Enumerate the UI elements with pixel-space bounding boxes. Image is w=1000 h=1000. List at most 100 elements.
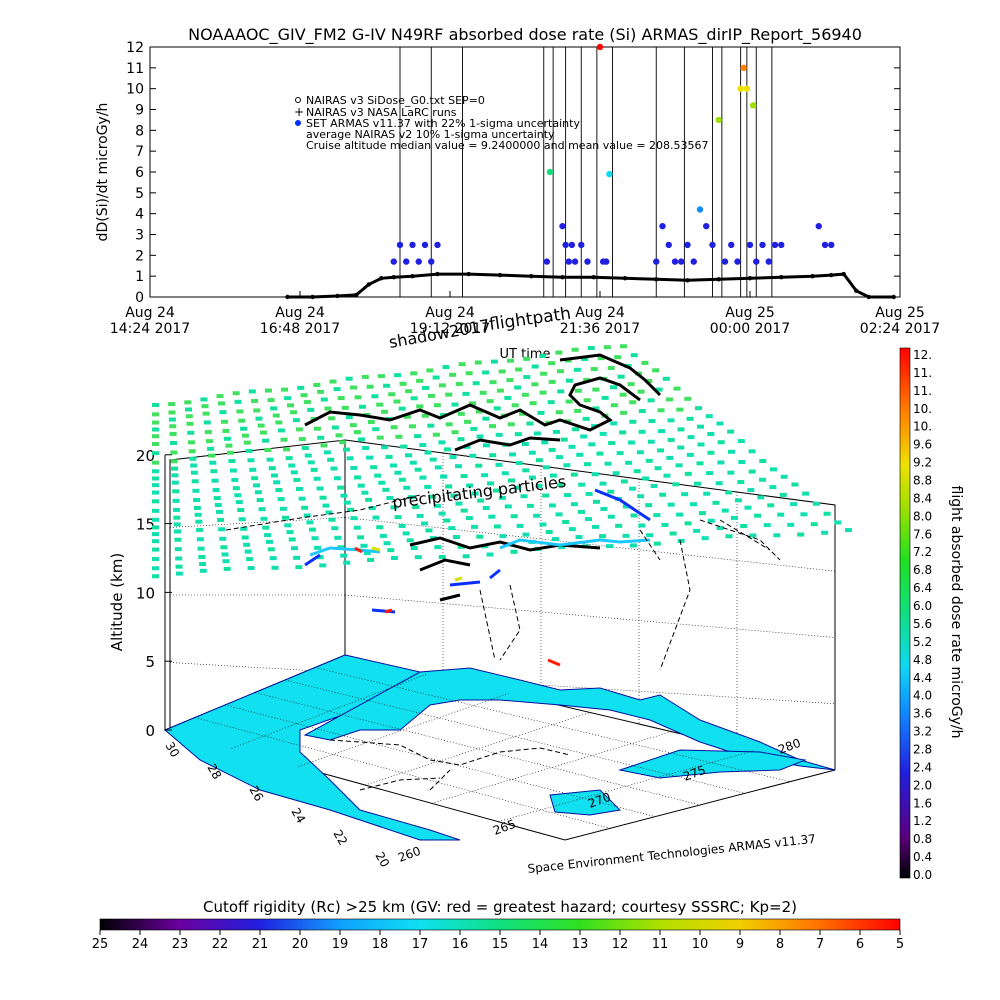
armas-point: [715, 116, 722, 124]
armas-point: [771, 241, 779, 249]
hispaniola-island: [549, 789, 622, 816]
rc-colorbar-label: Cutoff rigidity (Rc) >25 km (GV: red = g…: [203, 898, 797, 916]
floor-gridline: [194, 717, 611, 829]
latitude-ticks: 30 28 26 24 22 20: [162, 740, 392, 870]
latitude-tick-label: 26: [246, 784, 266, 804]
x-tick-time: 21:36 2017: [560, 321, 640, 337]
dose-tick-label: 2.4: [913, 760, 932, 774]
rc-tick-label: 20: [292, 937, 309, 952]
cuba-island: [618, 749, 807, 779]
armas-point: [562, 241, 569, 249]
dose-colorbar-ticks: 12. 11. 11. 10. 10. 9.6 9.2 8.8 8.4 8.0 7.6 7.2 6.8 6…: [913, 348, 932, 882]
x-tick-day: Aug 25: [725, 305, 775, 321]
flight-track-red: [354, 546, 561, 667]
wall-gridline: [344, 439, 836, 506]
nairas-series: [285, 271, 896, 300]
armas-point: [421, 241, 429, 249]
legend-marker-dot: [295, 120, 301, 126]
dose-tick-label: 0.0: [913, 868, 932, 882]
legend-marker-diamond: [295, 97, 301, 103]
rc-tick-label: 21: [252, 937, 269, 952]
nairas-point: [841, 271, 846, 277]
nairas-point: [335, 293, 340, 299]
legend-marker-plus: +: [294, 105, 304, 119]
dose-tick-label: 0.4: [913, 850, 932, 864]
longitude-tick-label: 260: [396, 844, 422, 865]
armas-point: [571, 258, 579, 265]
dose-tick-label: 2.8: [913, 742, 932, 756]
rc-tick-label: 18: [372, 937, 389, 952]
flight-track-yellow: [371, 546, 463, 582]
rc-tick-label: 11: [652, 937, 669, 952]
armas-series: [390, 43, 835, 265]
dose-tick-label: 7.6: [913, 527, 932, 541]
rc-tick-label: 22: [212, 937, 229, 952]
armas-point: [703, 222, 710, 230]
flight-track-colored: [304, 488, 651, 614]
armas-point: [765, 258, 772, 265]
dose-tick-label: 4.8: [913, 653, 932, 667]
armas-point: [709, 241, 716, 249]
armas-point: [690, 258, 697, 265]
x-tick-time: 19:12 2017: [410, 321, 490, 337]
dose-tick-label: 1.6: [913, 796, 932, 810]
flight-3d-map: 0 5 10 15 20 Altitude (km) 30 28 26 24 22 20 260 2…: [108, 304, 852, 876]
nairas-point: [747, 276, 753, 281]
y-tick-label: 2: [135, 248, 144, 264]
armas-point: [740, 64, 747, 72]
dose-tick-label: 8.8: [913, 474, 932, 488]
floor-gridline: [314, 667, 791, 782]
armas-point: [684, 241, 691, 249]
nairas-point: [466, 271, 471, 277]
legend-item: SET ARMAS v11.37 with 22% 1-sigma uncert…: [306, 117, 580, 130]
legend-item: Cruise altitude median value = 9.2400000…: [306, 139, 709, 152]
rc-tick-label: 16: [452, 937, 469, 952]
rc-tick-label: 9: [736, 937, 744, 952]
cutoff-rigidity-colorbar: Cutoff rigidity (Rc) >25 km (GV: red = g…: [92, 898, 904, 952]
legend: NAIRAS v3 SiDose_G0.txt SEP=0 + NAIRAS v…: [294, 94, 709, 152]
y-tick-label: 9: [135, 103, 144, 119]
dose-colorbar-strip: [899, 347, 911, 879]
armas-point: [828, 241, 835, 249]
nairas-point: [654, 277, 659, 282]
wall-gridline: [169, 662, 346, 673]
nairas-point: [435, 271, 440, 277]
y-tick-label: 7: [135, 144, 144, 160]
nairas-point: [529, 273, 534, 279]
descent-dashed-lines: [225, 494, 781, 671]
floor-gridline: [364, 712, 591, 786]
altitude-axis-label: Altitude (km): [108, 553, 126, 651]
y-tick-label: 0: [135, 290, 144, 306]
floor-gridline: [284, 679, 746, 794]
armas-point: [396, 241, 404, 249]
dose-tick-label: 4.4: [913, 671, 932, 685]
altitude-tick-label: 5: [145, 653, 155, 671]
flight-track-cyan: [309, 538, 651, 557]
nairas-point: [716, 277, 721, 282]
x-tick-day: Aug 25: [875, 305, 925, 321]
y-tick-label: 6: [135, 165, 144, 181]
flightpath-shadow-upper: [304, 353, 662, 452]
rc-tick-label: 7: [816, 937, 824, 952]
floor-gridlines: [194, 667, 791, 829]
rc-colorbar-ticks: 25 24 23 22 21 20 19 18 17 16 15 14 13 12 11 10 9 8 7 6 5: [92, 930, 904, 952]
armas-point: [409, 241, 416, 249]
rc-tick-label: 19: [332, 937, 349, 952]
dose-tick-label: 8.0: [913, 509, 932, 523]
rc-tick-label: 14: [532, 937, 549, 952]
armas-point: [671, 258, 679, 265]
armas-point: [821, 241, 829, 249]
armas-point: [746, 241, 754, 249]
nairas-point: [829, 272, 834, 278]
y-tick-label: 5: [135, 186, 144, 202]
rc-tick-label: 12: [612, 937, 629, 952]
armas-point: [728, 241, 735, 249]
dose-tick-label: 8.4: [913, 491, 932, 505]
rc-tick-label: 10: [692, 937, 709, 952]
nairas-line: [287, 272, 894, 299]
wall-gridline: [344, 594, 836, 638]
longitude-tick-label: 280: [776, 736, 802, 757]
x-tick-time: 00:00 2017: [710, 321, 790, 337]
dose-tick-label: 11.: [913, 384, 932, 398]
